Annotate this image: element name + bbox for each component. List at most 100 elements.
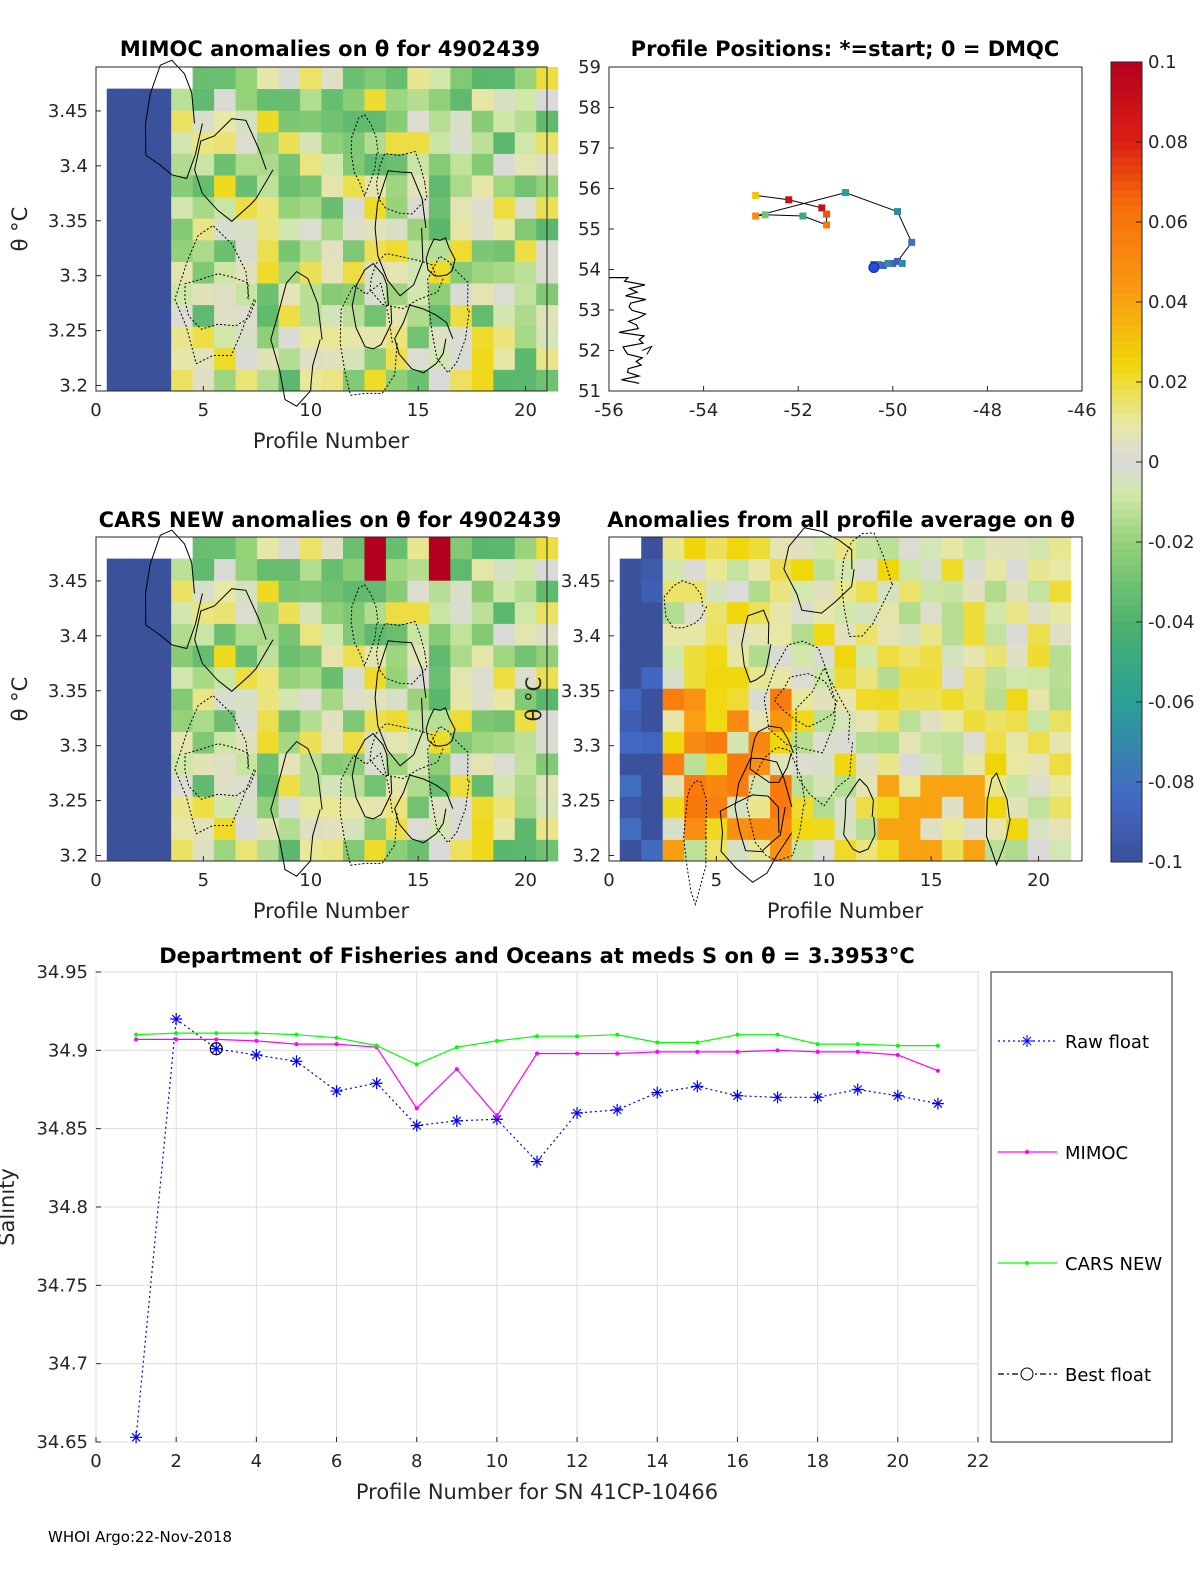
heatmap-cell (235, 753, 258, 776)
colorbar-step (1111, 686, 1142, 695)
heatmap-cell (619, 645, 642, 668)
heatmap-cell (493, 218, 516, 241)
heatmap-cell (813, 558, 835, 581)
heatmap-cell (1049, 580, 1072, 603)
heatmap-cell (106, 347, 129, 370)
legend-marker (1021, 1035, 1033, 1047)
heatmap-cell (192, 796, 215, 819)
heatmap-cell (941, 817, 964, 840)
x-tick-label: 10 (299, 400, 322, 421)
heatmap-cell (300, 239, 322, 262)
data-point (410, 1119, 423, 1132)
heatmap-cell (493, 817, 516, 840)
mimoc-title: MIMOC anomalies on θ for 4902439 (120, 37, 540, 61)
heatmap-cell (149, 110, 172, 133)
heatmap-cell (770, 796, 793, 819)
heatmap-cell (684, 774, 707, 797)
heatmap-cell (385, 261, 408, 284)
heatmap-cell (493, 175, 516, 198)
colorbar-step (1111, 102, 1142, 111)
heatmap-cell (214, 558, 237, 581)
data-point (535, 1034, 539, 1039)
heatmap-cell (106, 645, 129, 668)
heatmap-cell (1049, 645, 1072, 668)
data-point (655, 1049, 660, 1054)
heatmap-cell (984, 537, 1007, 560)
colorbar-step (1111, 246, 1142, 255)
heatmap-cell (855, 666, 878, 689)
heatmap-cell (493, 261, 516, 284)
heatmap-cell (920, 817, 943, 840)
heatmap-cell (450, 153, 473, 176)
heatmap-cell (106, 110, 129, 133)
heatmap-cell (641, 839, 664, 862)
heatmap-cell (214, 239, 237, 262)
heatmap-cell (514, 88, 537, 111)
y-tick-label: 34.85 (36, 1119, 88, 1140)
cars-contours (144, 529, 470, 877)
profile-position-marker (818, 204, 826, 212)
heatmap-cell (984, 796, 1007, 819)
heatmap-cell (149, 796, 172, 819)
heatmap-cell (963, 774, 986, 797)
heatmap-cell (493, 796, 516, 819)
colorbar-step (1111, 734, 1142, 743)
heatmap-cell (278, 369, 301, 392)
data-point (174, 1031, 179, 1036)
heatmap-cell (450, 175, 473, 198)
heatmap-cell (428, 774, 451, 797)
heatmap-cell (705, 666, 728, 689)
heatmap-cell (192, 88, 215, 111)
legend-box (990, 971, 1173, 1443)
heatmap-cell (235, 153, 258, 176)
colorbar-step (1111, 518, 1142, 527)
heatmap-cell (619, 774, 642, 797)
heatmap-cell (321, 153, 344, 176)
heatmap-cell (192, 110, 215, 133)
legend-marker (1020, 1367, 1034, 1381)
data-point (494, 1038, 499, 1043)
heatmap-cell (278, 283, 301, 306)
heatmap-cell (920, 709, 943, 732)
heatmap-cell (149, 88, 172, 111)
x-tick-label: 2 (170, 1451, 181, 1472)
colorbar-step (1111, 206, 1142, 215)
heatmap-cell (385, 623, 408, 646)
heatmap-cell (791, 796, 814, 819)
heatmap-cell (385, 796, 408, 819)
heatmap-cell (963, 580, 986, 603)
colorbar-tick-label: 0.06 (1148, 212, 1188, 233)
heatmap-cell (106, 261, 129, 284)
heatmap-cell (171, 326, 194, 349)
heatmap-cell (192, 304, 215, 327)
heatmap-cell (192, 601, 215, 624)
data-point (374, 1043, 379, 1048)
heatmap-cell (171, 261, 194, 284)
heatmap-cell (662, 709, 685, 732)
y-tick-label: 3.4 (572, 626, 601, 647)
heatmap-cell (385, 175, 408, 198)
heatmap-cell (941, 580, 964, 603)
heatmap-cell (662, 774, 685, 797)
heatmap-cell (278, 131, 301, 154)
colorbar-step (1111, 502, 1142, 511)
heatmap-cell (450, 537, 473, 560)
heatmap-cell (321, 774, 344, 797)
heatmap-cell (428, 709, 451, 732)
heatmap-cell (385, 537, 408, 560)
heatmap-cell (192, 153, 215, 176)
positions-y-ticks: 51 52 53 54 55 56 57 58 59 (578, 57, 614, 402)
heatmap-cell (514, 753, 537, 776)
heatmap-cell (321, 753, 344, 776)
coastline-path (609, 277, 647, 384)
heatmap-cell (855, 645, 878, 668)
data-point (615, 1051, 620, 1056)
colorbar-step (1111, 334, 1142, 343)
colorbar-tick-label: 0.1 (1148, 52, 1177, 73)
x-tick-label: 20 (514, 400, 537, 421)
legend-marker (1025, 1261, 1029, 1265)
colorbar-tick-label: 0.02 (1148, 372, 1188, 393)
heatmap-cell (428, 753, 451, 776)
x-tick-label: 20 (886, 1451, 909, 1472)
